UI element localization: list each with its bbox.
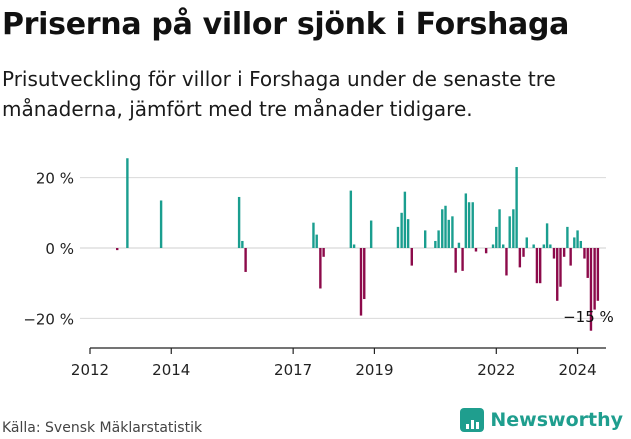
latest-value-annotation: −15 %: [563, 308, 614, 326]
brand: Newsworthy: [460, 408, 623, 432]
bar: [573, 237, 576, 248]
bar: [538, 248, 542, 284]
bar: [457, 242, 461, 248]
bar: [491, 244, 495, 248]
bar: [484, 248, 488, 254]
bar: [454, 248, 457, 273]
y-tick-label: 20 %: [36, 170, 74, 188]
bar: [508, 216, 511, 248]
x-tick-label: 2017: [274, 361, 312, 379]
bar: [535, 248, 539, 284]
bar: [505, 248, 508, 276]
bar: [502, 244, 505, 248]
bar: [424, 230, 427, 248]
bar: [244, 248, 247, 272]
bar: [471, 202, 474, 248]
bar: [315, 234, 318, 248]
x-tick-label: 2012: [71, 361, 109, 379]
bar: [352, 244, 356, 248]
bar: [512, 209, 515, 248]
bar: [369, 220, 373, 248]
bar: [583, 248, 586, 259]
bar: [522, 248, 525, 257]
bar: [312, 222, 315, 248]
bar: [434, 240, 437, 248]
bar: [159, 200, 163, 248]
bar: [322, 248, 325, 257]
bar: [359, 248, 363, 316]
bar: [579, 240, 583, 248]
bar: [447, 219, 450, 248]
x-tick-label: 2019: [355, 361, 393, 379]
bar: [545, 223, 549, 248]
bar: [396, 226, 400, 248]
bar: [444, 205, 447, 248]
bar: [319, 248, 322, 289]
bar: [586, 248, 589, 278]
bar: [474, 248, 478, 252]
bar: [464, 193, 468, 248]
bar: [241, 240, 244, 248]
bar: [525, 237, 528, 248]
bar: [461, 248, 464, 271]
chart-subtitle: Prisutveckling för villor i Forshaga und…: [2, 67, 556, 121]
bar: [451, 216, 454, 248]
bar: [596, 248, 600, 301]
chart-title: Priserna på villor sjönk i Forshaga: [2, 7, 570, 42]
x-tick-label: 2014: [152, 361, 190, 379]
bar: [532, 244, 535, 248]
bar: [116, 248, 119, 251]
bar: [237, 196, 241, 248]
bar: [542, 244, 546, 248]
bar: [441, 209, 444, 248]
brand-name: Newsworthy: [490, 409, 623, 431]
y-tick-label: −20 %: [23, 310, 74, 328]
x-tick-label: 2024: [558, 361, 596, 379]
bar: [495, 226, 498, 248]
bar: [515, 167, 518, 248]
bar: [559, 248, 562, 287]
bar: [589, 248, 593, 331]
bar: [126, 158, 129, 248]
bar: [552, 248, 556, 259]
bar: [498, 209, 501, 248]
bar: [349, 190, 353, 248]
bar: [556, 248, 559, 301]
bar: [406, 219, 410, 248]
bar: [518, 248, 522, 268]
source-note: Källa: Svensk Mäklarstatistik: [2, 420, 203, 436]
bar: [562, 248, 566, 257]
bar: [363, 248, 366, 300]
bar-chart: 20 % 0 % −20 % 2012 2014 2017 2019 2022 2024 −15 …: [23, 158, 614, 379]
bar: [569, 248, 572, 266]
bar: [566, 226, 569, 248]
bar: [467, 202, 471, 248]
bar: [593, 248, 596, 310]
x-tick-label: 2022: [477, 361, 515, 379]
bar: [403, 191, 407, 248]
newsworthy-logo-icon: [460, 408, 485, 432]
bar: [549, 244, 552, 248]
y-tick-label: 0 %: [45, 240, 74, 258]
bar: [400, 212, 403, 248]
bar: [437, 230, 440, 248]
bar: [576, 230, 579, 248]
bar: [410, 248, 413, 266]
